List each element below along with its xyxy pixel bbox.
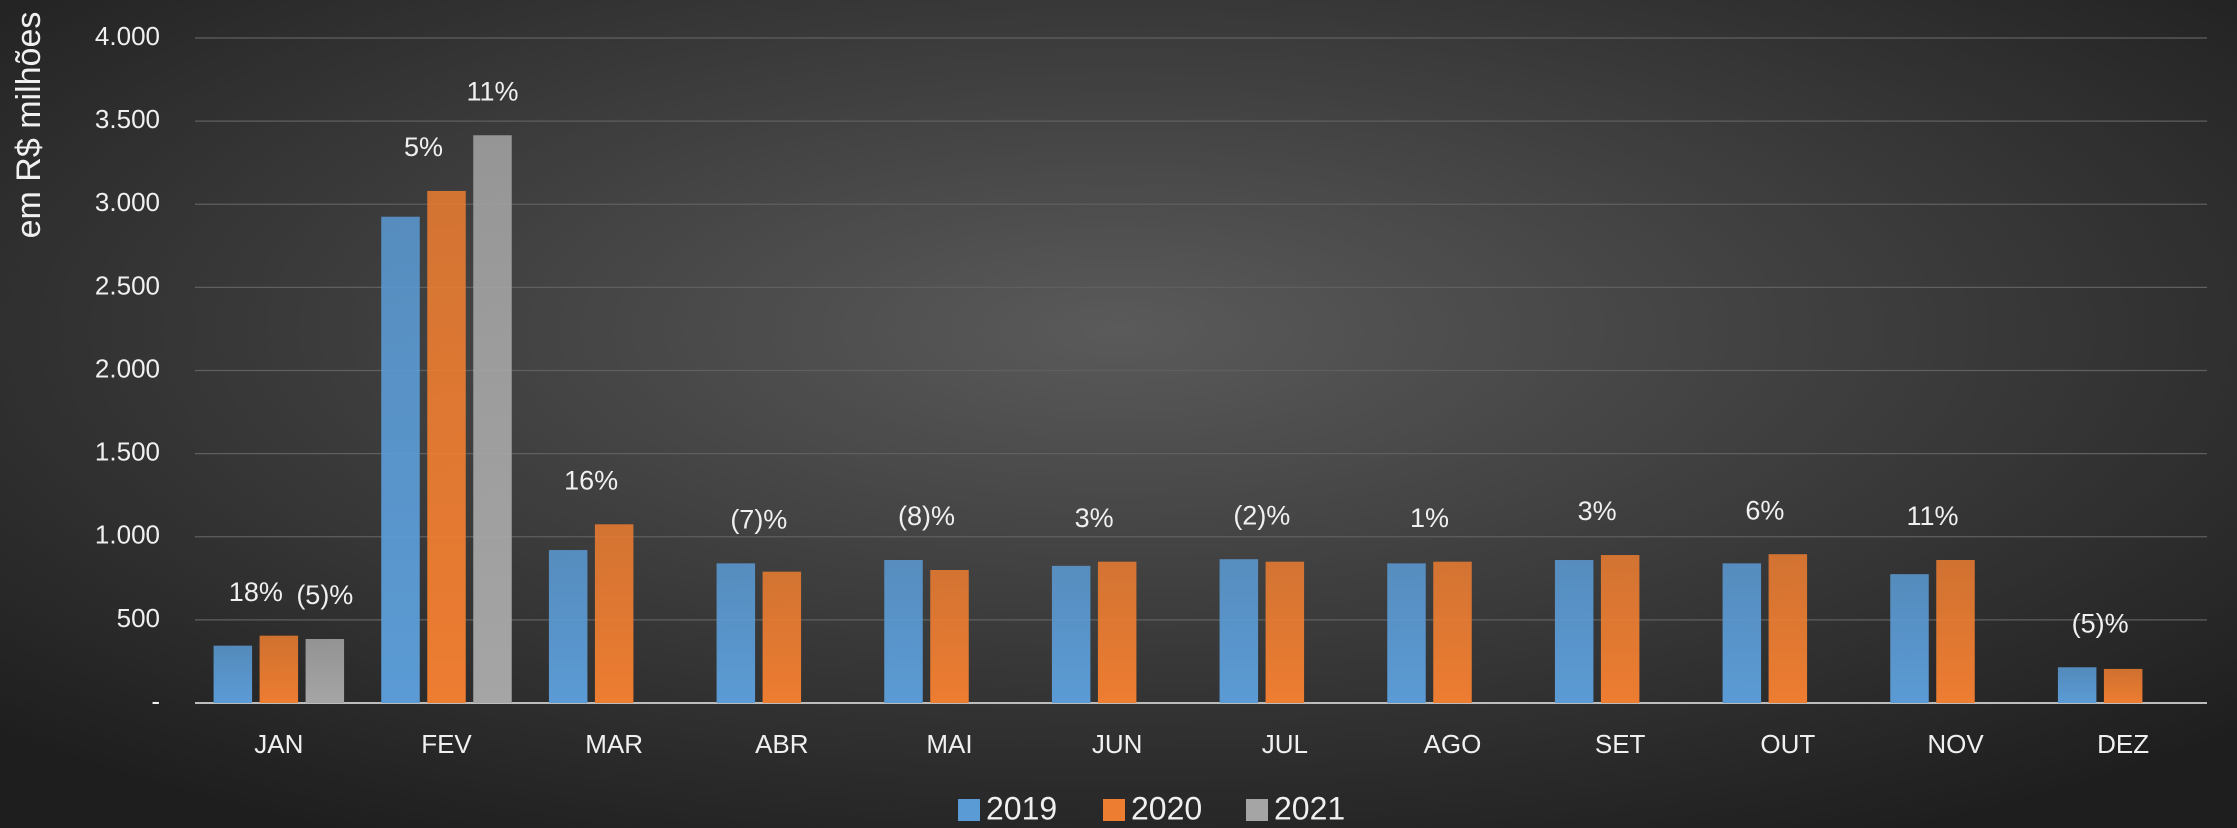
growth-label: 18% xyxy=(229,577,283,607)
growth-label: 6% xyxy=(1745,495,1784,525)
x-tick-label: JAN xyxy=(254,729,303,759)
growth-label: 11% xyxy=(1906,501,1958,531)
bar xyxy=(213,645,253,703)
bar xyxy=(473,135,512,704)
y-tick-label: 1.500 xyxy=(95,437,160,467)
bar xyxy=(762,571,802,703)
x-tick-label: MAR xyxy=(585,729,643,759)
bar xyxy=(1219,559,1259,703)
bar xyxy=(2057,667,2097,703)
y-tick-label: 2.000 xyxy=(95,353,160,383)
bar xyxy=(930,570,969,703)
legend-swatch xyxy=(1103,799,1125,821)
bar xyxy=(2103,668,2143,703)
bar xyxy=(1936,560,1975,703)
bar xyxy=(716,563,756,703)
x-tick-label: FEV xyxy=(421,729,472,759)
bar xyxy=(1554,560,1594,703)
bar xyxy=(259,635,299,703)
y-tick-label: 4.000 xyxy=(95,21,160,51)
growth-label: (5)% xyxy=(296,580,353,610)
bar xyxy=(1433,561,1472,703)
bar xyxy=(1265,561,1305,703)
bar xyxy=(427,190,466,703)
x-tick-label: JUL xyxy=(1262,729,1308,759)
bar xyxy=(381,216,420,703)
growth-label: 1% xyxy=(1410,503,1449,533)
bar xyxy=(305,638,345,703)
legend-swatch xyxy=(1246,799,1268,821)
legend-label: 2020 xyxy=(1131,790,1202,826)
bar xyxy=(1890,574,1929,703)
bar xyxy=(1051,565,1091,703)
growth-label: (7)% xyxy=(730,504,787,534)
y-tick-label: 500 xyxy=(117,603,160,633)
legend-swatch xyxy=(958,799,980,821)
growth-label: (8)% xyxy=(898,501,955,531)
growth-label: 16% xyxy=(564,465,618,495)
growth-label: (2)% xyxy=(1233,500,1290,530)
x-tick-label: ABR xyxy=(755,729,808,759)
bar xyxy=(594,524,634,703)
x-tick-label: MAI xyxy=(926,729,972,759)
y-tick-label: 3.000 xyxy=(95,187,160,217)
bar xyxy=(884,560,923,703)
bar xyxy=(1387,563,1426,703)
legend-label: 2021 xyxy=(1274,790,1345,826)
bar xyxy=(1722,563,1762,703)
bar xyxy=(1600,555,1640,703)
bar xyxy=(548,550,588,703)
y-tick-label: 3.500 xyxy=(95,104,160,134)
y-tick-label: - xyxy=(151,686,160,716)
growth-label: 11% xyxy=(466,76,518,106)
growth-label: (5)% xyxy=(2072,608,2129,638)
y-tick-label: 2.500 xyxy=(95,270,160,300)
x-tick-label: OUT xyxy=(1760,729,1815,759)
x-tick-label: JUN xyxy=(1092,729,1143,759)
x-tick-label: AGO xyxy=(1424,729,1482,759)
bar xyxy=(1097,561,1137,703)
bar xyxy=(1768,554,1808,703)
x-tick-label: SET xyxy=(1595,729,1646,759)
growth-label: 5% xyxy=(404,132,443,162)
y-axis-label: em R$ milhões xyxy=(10,12,48,239)
growth-label: 3% xyxy=(1578,496,1617,526)
x-tick-label: NOV xyxy=(1927,729,1984,759)
x-tick-label: DEZ xyxy=(2097,729,2149,759)
legend-label: 2019 xyxy=(986,790,1057,826)
y-tick-label: 1.000 xyxy=(95,520,160,550)
growth-label: 3% xyxy=(1075,503,1114,533)
